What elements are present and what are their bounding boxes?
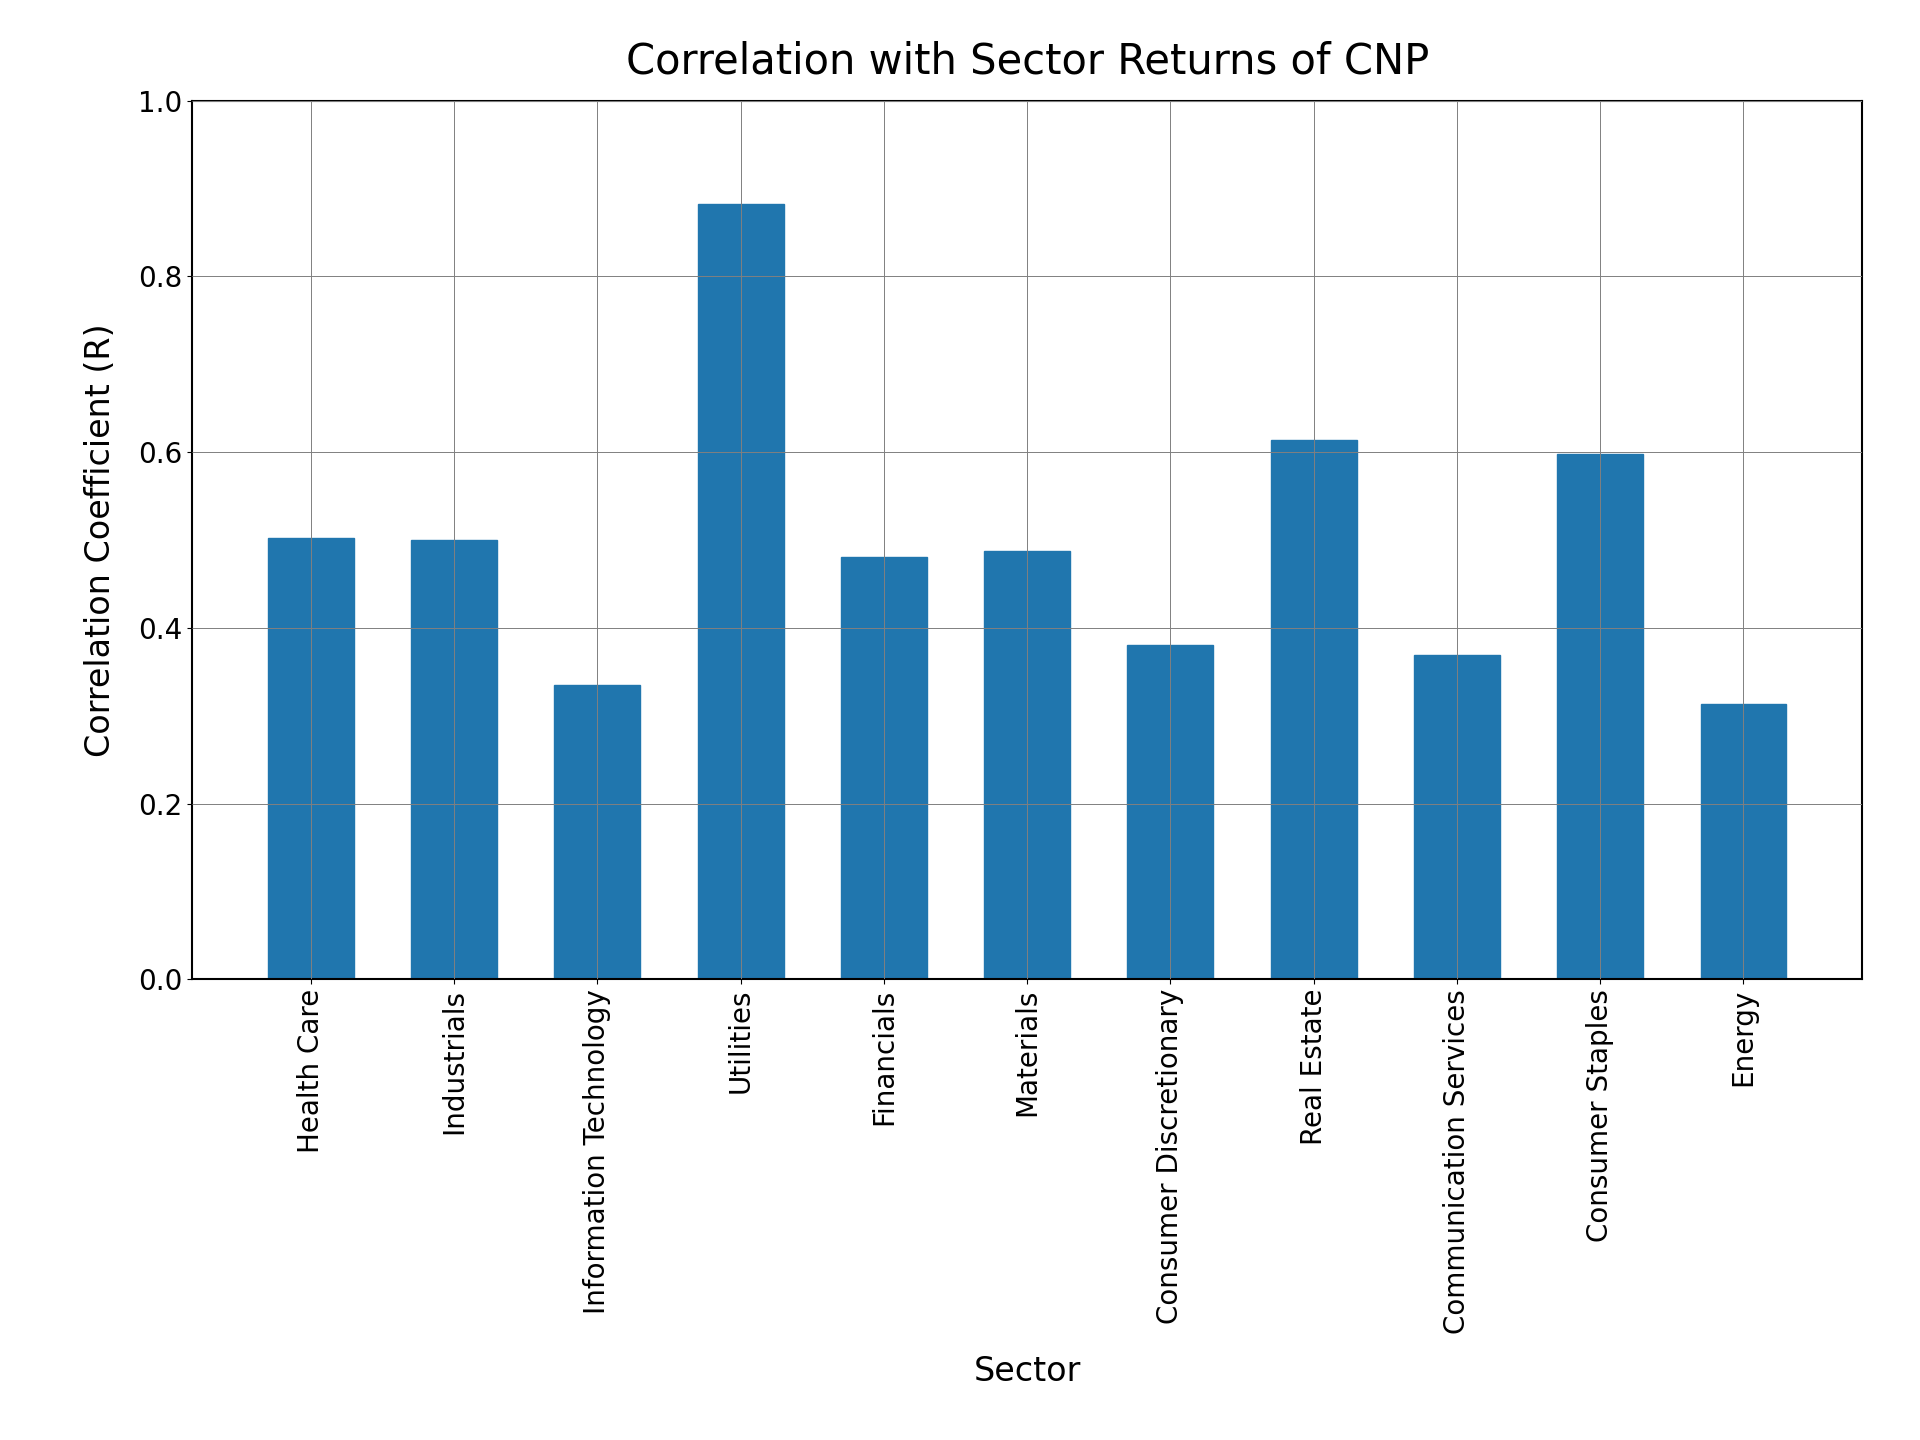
Bar [1127,645,1213,979]
Bar [985,550,1069,979]
Bar [1413,655,1500,979]
Bar [1557,454,1644,979]
Bar [1701,704,1786,979]
Bar [841,557,927,979]
Bar [697,204,783,979]
X-axis label: Sector: Sector [973,1355,1081,1388]
Bar [411,540,497,979]
Title: Correlation with Sector Returns of CNP: Correlation with Sector Returns of CNP [626,40,1428,82]
Bar [1271,439,1357,979]
Y-axis label: Correlation Coefficient (R): Correlation Coefficient (R) [84,323,117,757]
Bar [269,539,353,979]
Bar [555,685,641,979]
